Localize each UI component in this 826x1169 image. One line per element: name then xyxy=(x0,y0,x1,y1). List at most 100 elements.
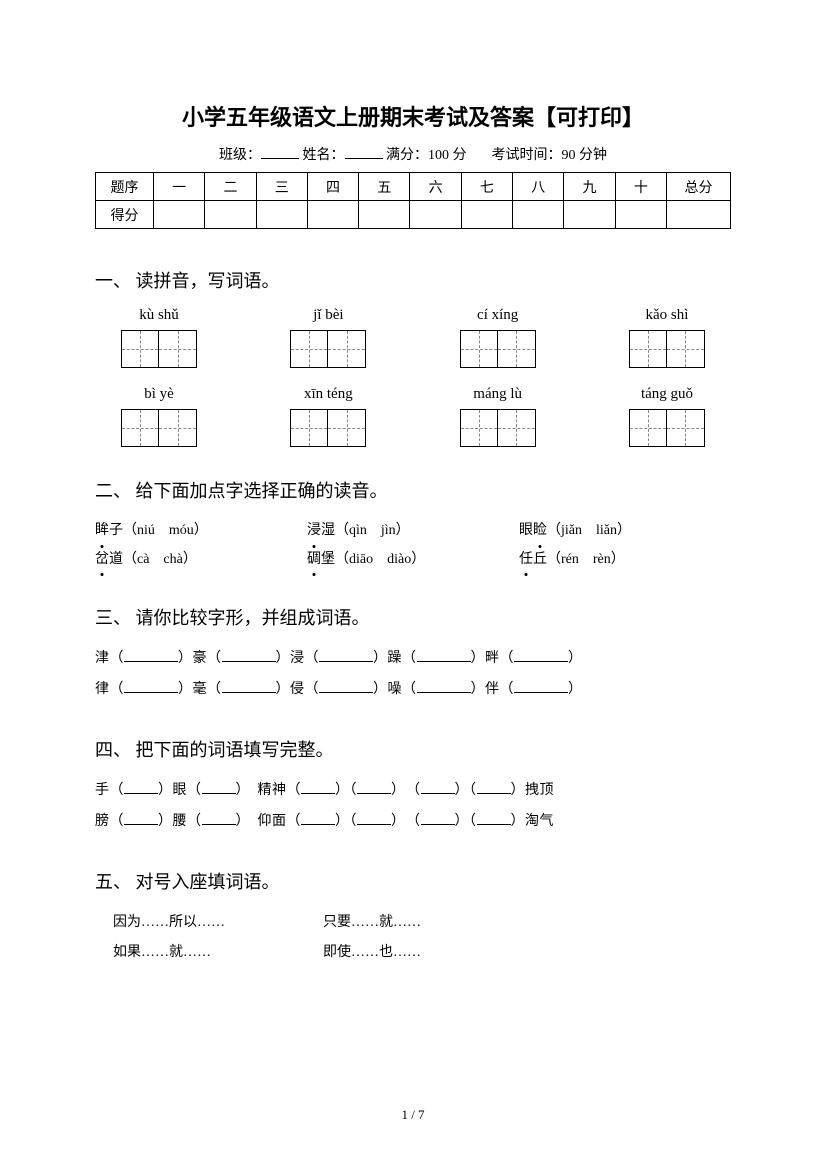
fill-blank[interactable] xyxy=(514,661,568,662)
fill-blank[interactable] xyxy=(417,692,471,693)
q5-item: 只要……就…… xyxy=(323,908,533,939)
q2-item: 浸湿（qìn jìn） xyxy=(307,517,519,546)
fullscore-label: 满分： xyxy=(386,148,428,163)
char-box[interactable] xyxy=(290,409,366,447)
pinyin-label: jǐ bèi xyxy=(290,307,366,324)
pinyin-label: bì yè xyxy=(121,386,197,403)
q3-line-1: 津（）豪（）浸（）躁（）畔（） xyxy=(95,644,731,675)
score-cell[interactable] xyxy=(615,201,666,229)
pinyin-label: kǎo shì xyxy=(629,307,705,324)
score-cell[interactable] xyxy=(564,201,615,229)
fullscore-value: 100 分 xyxy=(428,148,467,163)
char-box[interactable] xyxy=(460,409,536,447)
fill-blank[interactable] xyxy=(301,793,335,794)
score-cell[interactable] xyxy=(410,201,461,229)
th-9: 九 xyxy=(564,173,615,201)
pinyin-item: jǐ bèi xyxy=(290,307,366,368)
pinyin-label: máng lù xyxy=(460,386,536,403)
th-8: 八 xyxy=(513,173,564,201)
score-value-row: 得分 xyxy=(96,201,731,229)
q5-heading: 五、 对号入座填词语。 xyxy=(95,868,731,894)
score-cell[interactable] xyxy=(667,201,731,229)
th-10: 十 xyxy=(615,173,666,201)
q4-heading: 四、 把下面的词语填写完整。 xyxy=(95,736,731,762)
fill-blank[interactable] xyxy=(124,692,178,693)
fill-blank[interactable] xyxy=(417,661,471,662)
score-row-label: 得分 xyxy=(96,201,154,229)
q5-row-1: 因为……所以…… 只要……就…… xyxy=(95,908,731,939)
fill-blank[interactable] xyxy=(477,793,511,794)
q2-item: 碉堡（diāo diào） xyxy=(307,546,519,575)
fill-blank[interactable] xyxy=(357,824,391,825)
char-box[interactable] xyxy=(290,330,366,368)
th-3: 三 xyxy=(256,173,307,201)
fill-blank[interactable] xyxy=(421,793,455,794)
char-box[interactable] xyxy=(629,330,705,368)
q1-heading: 一、 读拼音，写词语。 xyxy=(95,267,731,293)
fill-blank[interactable] xyxy=(477,824,511,825)
score-table: 题序 一 二 三 四 五 六 七 八 九 十 总分 得分 xyxy=(95,172,731,229)
q3-heading: 三、 请你比较字形，并组成词语。 xyxy=(95,604,731,630)
th-7: 七 xyxy=(461,173,512,201)
th-4: 四 xyxy=(307,173,358,201)
th-2: 二 xyxy=(205,173,256,201)
time-label: 考试时间： xyxy=(492,148,562,163)
fill-blank[interactable] xyxy=(124,661,178,662)
fill-blank[interactable] xyxy=(301,824,335,825)
pinyin-item: xīn téng xyxy=(290,386,366,447)
section-q4: 四、 把下面的词语填写完整。 手（）眼（） 精神（）（） （）（）拽顶 膀（）腰… xyxy=(95,736,731,838)
page-title: 小学五年级语文上册期末考试及答案【可打印】 xyxy=(95,100,731,132)
pinyin-item: máng lù xyxy=(460,386,536,447)
q5-item: 即使……也…… xyxy=(323,938,533,969)
q2-item: 任丘（rén rèn） xyxy=(519,546,731,575)
pinyin-item: bì yè xyxy=(121,386,197,447)
pinyin-label: xīn téng xyxy=(290,386,366,403)
section-q3: 三、 请你比较字形，并组成词语。 津（）豪（）浸（）躁（）畔（） 律（）毫（）侵… xyxy=(95,604,731,706)
q2-item: 眸子（niú móu） xyxy=(95,517,307,546)
fill-blank[interactable] xyxy=(124,824,158,825)
char-box[interactable] xyxy=(121,330,197,368)
meta-line: 班级： 姓名： 满分：100 分 考试时间：90 分钟 xyxy=(95,144,731,164)
fill-blank[interactable] xyxy=(202,793,236,794)
q2-item: 岔道（cà chà） xyxy=(95,546,307,575)
fill-blank[interactable] xyxy=(222,661,276,662)
fill-blank[interactable] xyxy=(421,824,455,825)
fill-blank[interactable] xyxy=(514,692,568,693)
section-q2: 二、 给下面加点字选择正确的读音。 眸子（niú móu） 浸湿（qìn jìn… xyxy=(95,477,731,574)
char-box[interactable] xyxy=(629,409,705,447)
score-cell[interactable] xyxy=(307,201,358,229)
name-blank[interactable] xyxy=(345,145,383,159)
th-6: 六 xyxy=(410,173,461,201)
pinyin-item: kù shǔ xyxy=(121,307,197,368)
q4-line-2: 膀（）腰（） 仰面（）（） （）（）淘气 xyxy=(95,807,731,838)
section-q1: 一、 读拼音，写词语。 kù shǔ jǐ bèi cí xíng kǎo sh… xyxy=(95,267,731,447)
score-cell[interactable] xyxy=(359,201,410,229)
score-cell[interactable] xyxy=(256,201,307,229)
th-11: 总分 xyxy=(667,173,731,201)
char-box[interactable] xyxy=(460,330,536,368)
q5-item: 因为……所以…… xyxy=(113,908,323,939)
q5-item: 如果……就…… xyxy=(113,938,323,969)
score-cell[interactable] xyxy=(205,201,256,229)
page-number: 1 / 7 xyxy=(0,1107,826,1123)
th-5: 五 xyxy=(359,173,410,201)
q2-row-1: 眸子（niú móu） 浸湿（qìn jìn） 眼睑（jiǎn liǎn） xyxy=(95,517,731,546)
q2-item: 眼睑（jiǎn liǎn） xyxy=(519,517,731,546)
score-cell[interactable] xyxy=(461,201,512,229)
score-cell[interactable] xyxy=(154,201,205,229)
char-box[interactable] xyxy=(121,409,197,447)
fill-blank[interactable] xyxy=(319,661,373,662)
class-blank[interactable] xyxy=(261,145,299,159)
fill-blank[interactable] xyxy=(357,793,391,794)
score-header-row: 题序 一 二 三 四 五 六 七 八 九 十 总分 xyxy=(96,173,731,201)
class-label: 班级： xyxy=(219,148,261,163)
fill-blank[interactable] xyxy=(222,692,276,693)
th-1: 一 xyxy=(154,173,205,201)
pinyin-item: táng guǒ xyxy=(629,386,705,447)
q4-line-1: 手（）眼（） 精神（）（） （）（）拽顶 xyxy=(95,776,731,807)
fill-blank[interactable] xyxy=(202,824,236,825)
fill-blank[interactable] xyxy=(124,793,158,794)
pinyin-item: kǎo shì xyxy=(629,307,705,368)
fill-blank[interactable] xyxy=(319,692,373,693)
score-cell[interactable] xyxy=(513,201,564,229)
